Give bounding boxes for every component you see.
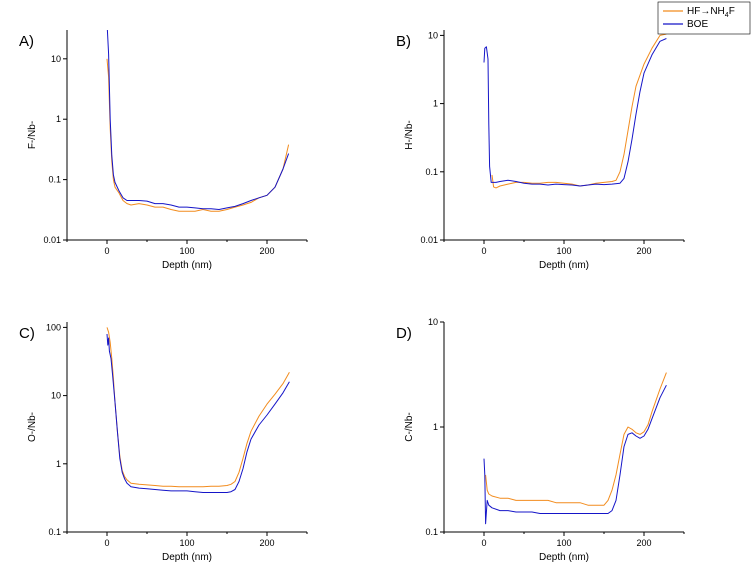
axes-a bbox=[66, 30, 307, 241]
y-tick-label: 10 bbox=[51, 54, 61, 64]
panel-label: D) bbox=[396, 325, 412, 342]
x-tick-label: 200 bbox=[259, 246, 274, 256]
y-tick-label: 1 bbox=[56, 114, 61, 124]
legend: HF→NH4F BOE bbox=[657, 1, 751, 35]
x-axis-label: Depth (nm) bbox=[539, 552, 589, 563]
y-tick-label: 0.01 bbox=[43, 235, 61, 245]
series-line-hf bbox=[106, 327, 290, 488]
y-tick-label: 0.1 bbox=[48, 527, 61, 537]
x-tick-label: 200 bbox=[636, 538, 651, 548]
x-tick-label: 100 bbox=[556, 246, 571, 256]
series-group bbox=[106, 30, 290, 212]
axes-b bbox=[443, 30, 684, 241]
panel-c: 0 100 200 0.1 1 10 100 Depth (nm) O-/Nb- C) bbox=[19, 322, 308, 563]
y-tick-label: 1 bbox=[433, 99, 438, 109]
series-group bbox=[106, 327, 290, 493]
y-tick-label: 0.1 bbox=[48, 175, 61, 185]
panel-b: 0 100 200 0.01 0.1 1 10 Depth (nm) H-/Nb- B) bbox=[396, 30, 685, 271]
x-tick-label: 100 bbox=[556, 538, 571, 548]
y-axis-label: C-/Nb- bbox=[404, 412, 415, 441]
x-axis-label: Depth (nm) bbox=[162, 552, 212, 563]
y-tick-label: 1 bbox=[433, 422, 438, 432]
axes-c bbox=[66, 322, 307, 533]
x-tick-label: 0 bbox=[104, 538, 109, 548]
panel-label: A) bbox=[19, 33, 34, 50]
x-axis-label: Depth (nm) bbox=[539, 260, 589, 271]
panel-label: B) bbox=[396, 33, 411, 50]
y-axis-label: O-/Nb- bbox=[27, 412, 38, 442]
y-tick-label: 10 bbox=[428, 317, 438, 327]
legend-box bbox=[657, 1, 751, 35]
y-tick-label: 100 bbox=[46, 322, 61, 332]
x-axis-label: Depth (nm) bbox=[162, 260, 212, 271]
y-tick-label: 1 bbox=[56, 459, 61, 469]
x-tick-label: 200 bbox=[636, 246, 651, 256]
y-axis-label: F-/Nb- bbox=[27, 121, 38, 149]
panel-d: 0 100 200 0.1 1 10 Depth (nm) C-/Nb- D) bbox=[396, 317, 685, 563]
x-tick-label: 0 bbox=[104, 246, 109, 256]
y-tick-label: 10 bbox=[428, 30, 438, 40]
x-tick-label: 200 bbox=[259, 538, 274, 548]
y-tick-label: 0.1 bbox=[425, 527, 438, 537]
panel-label: C) bbox=[19, 325, 35, 342]
series-line-hf bbox=[106, 58, 290, 212]
series-group bbox=[483, 372, 667, 525]
legend-label-hf: HF→NH4F bbox=[687, 6, 735, 19]
y-axis-label: H-/Nb- bbox=[404, 120, 415, 149]
series-line-hf bbox=[491, 33, 667, 189]
x-tick-label: 0 bbox=[481, 538, 486, 548]
y-tick-label: 0.1 bbox=[425, 167, 438, 177]
y-tick-label: 10 bbox=[51, 391, 61, 401]
series-line-boe bbox=[483, 384, 667, 525]
axes-d bbox=[443, 322, 684, 533]
series-line-boe bbox=[106, 30, 290, 210]
series-line-hf bbox=[485, 372, 667, 506]
legend-label-boe: BOE bbox=[687, 19, 708, 30]
x-tick-label: 0 bbox=[481, 246, 486, 256]
x-tick-label: 100 bbox=[179, 246, 194, 256]
y-tick-label: 0.01 bbox=[420, 235, 438, 245]
series-line-boe bbox=[106, 333, 290, 493]
x-tick-label: 100 bbox=[179, 538, 194, 548]
series-line-boe bbox=[483, 38, 667, 187]
series-group bbox=[483, 33, 667, 189]
panel-a: 0 100 200 0.01 0.1 1 10 Depth (nm) F-/Nb- A) bbox=[19, 30, 308, 271]
